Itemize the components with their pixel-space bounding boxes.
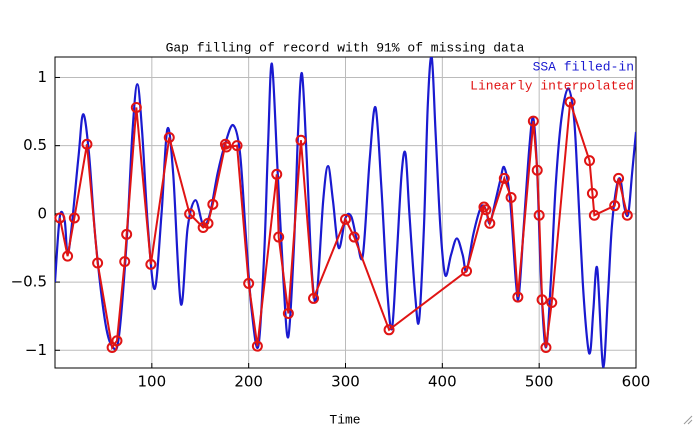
y-tick-label: 0 — [37, 204, 47, 222]
data-point — [613, 172, 625, 184]
x-tick-label: 600 — [622, 373, 651, 391]
data-point — [220, 141, 232, 153]
data-point — [546, 297, 558, 309]
legend-entry: SSA filled-in — [533, 59, 634, 74]
data-point — [130, 101, 142, 113]
data-point — [62, 250, 74, 262]
data-point — [295, 134, 307, 146]
series-line — [58, 101, 629, 351]
data-point — [533, 209, 545, 221]
x-tick-label: 400 — [428, 373, 457, 391]
x-tick-label: 100 — [138, 373, 167, 391]
data-point — [282, 307, 294, 319]
data-point — [588, 209, 600, 221]
resize-grip — [683, 415, 693, 425]
data-point — [609, 200, 621, 212]
data-point — [564, 96, 576, 108]
data-point — [81, 138, 93, 150]
data-point — [540, 342, 552, 354]
data-point — [383, 324, 395, 336]
data-point — [271, 168, 283, 180]
data-point — [202, 217, 214, 229]
data-point — [145, 258, 157, 270]
data-point — [54, 212, 66, 224]
data-point — [273, 231, 285, 243]
data-point — [340, 213, 351, 225]
data-point — [498, 172, 510, 184]
x-tick-label: 500 — [525, 373, 554, 391]
data-point — [536, 294, 548, 306]
y-tick-label: −1 — [25, 341, 47, 359]
x-tick-label: 300 — [331, 373, 360, 391]
data-point — [461, 265, 473, 277]
data-point — [348, 231, 360, 243]
legend-entry: Linearly interpolated — [470, 78, 634, 93]
data-point — [207, 198, 219, 210]
data-point — [231, 140, 243, 152]
data-point — [621, 209, 633, 221]
data-point — [308, 292, 320, 304]
data-point — [531, 164, 543, 176]
y-tick-label: 0.5 — [23, 136, 47, 154]
data-point — [243, 277, 255, 289]
data-point — [251, 340, 263, 352]
data-point — [512, 291, 524, 303]
data-point — [92, 257, 104, 269]
data-point — [184, 208, 196, 220]
x-axis-label: Time — [329, 412, 360, 426]
plot-frame — [54, 56, 637, 369]
data-point — [484, 217, 496, 229]
data-point — [527, 115, 539, 127]
data-point — [586, 187, 598, 199]
x-tick-label: 200 — [234, 373, 263, 391]
data-point — [480, 204, 492, 216]
data-point — [121, 228, 133, 240]
data-point — [119, 256, 131, 268]
data-point — [505, 191, 517, 203]
y-tick-label: −0.5 — [11, 273, 47, 291]
y-tick-label: 1 — [37, 68, 47, 86]
chart-title: Gap filling of record with 91% of missin… — [166, 40, 525, 55]
data-point — [163, 131, 175, 143]
data-point — [584, 155, 596, 167]
data-point — [111, 335, 123, 347]
data-point — [68, 212, 80, 224]
